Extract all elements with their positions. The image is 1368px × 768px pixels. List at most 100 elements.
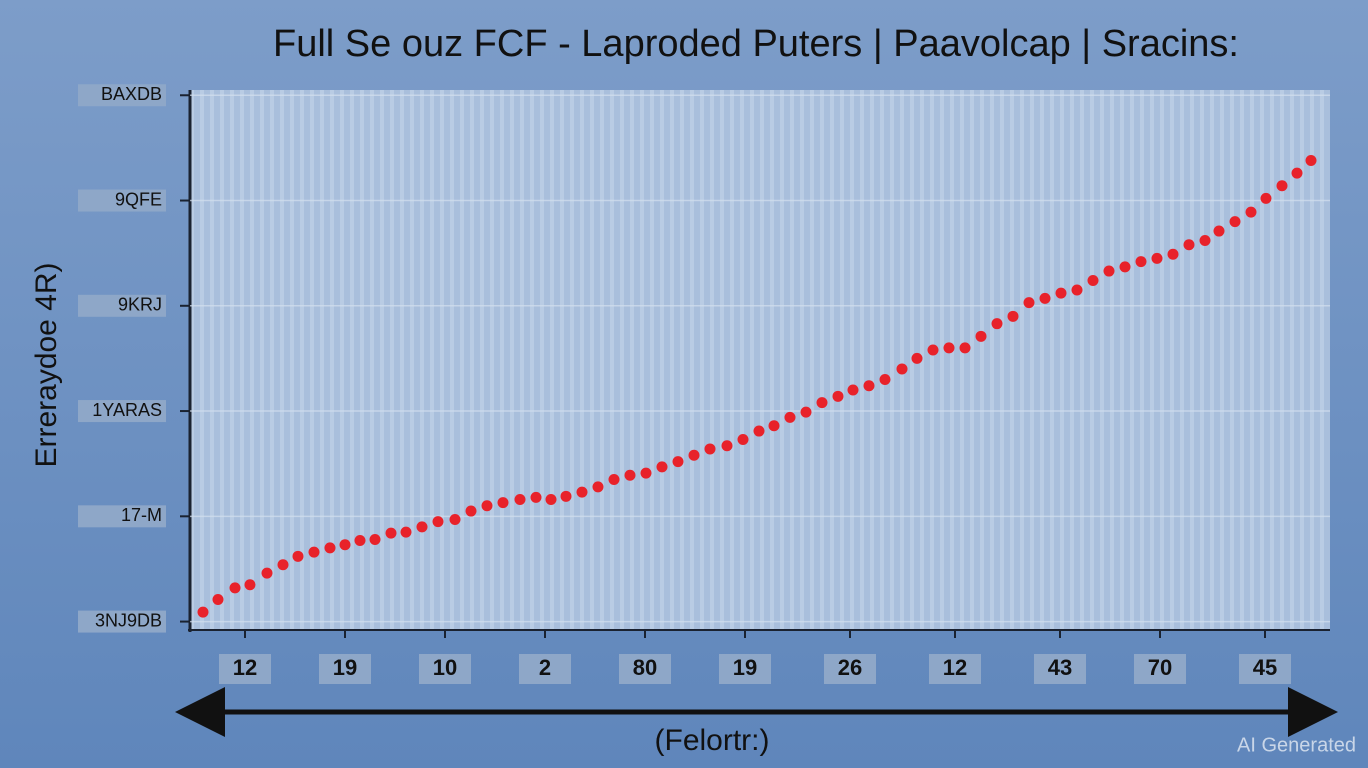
y-tick-box: [78, 610, 166, 633]
data-point: [624, 469, 636, 481]
x-tick-box: [419, 654, 471, 684]
y-tick-box: [78, 400, 166, 423]
y-tick-box: [78, 294, 166, 317]
data-point: [449, 513, 461, 525]
data-point: [324, 542, 336, 554]
data-point: [975, 330, 987, 342]
data-point: [369, 533, 381, 545]
data-point: [1103, 265, 1115, 277]
data-point: [1167, 248, 1179, 260]
data-point: [927, 344, 939, 356]
x-tick-box: [319, 654, 371, 684]
data-point: [1229, 216, 1241, 228]
data-point: [879, 373, 891, 385]
x-tick-box: [219, 654, 271, 684]
data-point: [608, 473, 620, 485]
y-tick-label: 9KRJ: [118, 295, 162, 315]
data-point: [1260, 192, 1272, 204]
y-tick-label: 9QFE: [115, 189, 162, 209]
data-point: [277, 559, 289, 571]
x-tick-box: [519, 654, 571, 684]
x-axis-label: (Felortr:): [655, 724, 770, 757]
x-tick-label: 45: [1253, 655, 1277, 680]
x-tick-label: 12: [233, 655, 257, 680]
watermark: AI Generated: [1237, 734, 1356, 756]
data-point: [292, 550, 304, 562]
data-point: [416, 521, 428, 533]
chart-title: Full Se ouz FCF - Laproded Puters | Paav…: [273, 23, 1239, 65]
data-point: [497, 497, 509, 509]
data-point: [959, 342, 971, 354]
data-point: [244, 579, 256, 591]
data-point: [1039, 292, 1051, 304]
data-point: [991, 318, 1003, 330]
data-point: [816, 397, 828, 409]
data-point: [1199, 235, 1211, 247]
y-tick-label: 17-M: [121, 505, 162, 525]
data-point: [863, 380, 875, 392]
data-point: [385, 527, 397, 539]
data-point: [1151, 252, 1163, 264]
data-point: [339, 539, 351, 551]
data-point: [308, 546, 320, 558]
data-point: [737, 433, 749, 445]
data-point: [911, 352, 923, 364]
data-point: [800, 406, 812, 418]
data-point: [1055, 287, 1067, 299]
x-tick-label: 10: [433, 655, 457, 680]
x-tick-label: 2: [539, 655, 551, 680]
data-point: [261, 567, 273, 579]
x-tick-box: [824, 654, 876, 684]
data-point: [753, 425, 765, 437]
plot-area: [190, 90, 1330, 630]
data-point: [229, 582, 241, 594]
x-tick-label: 19: [333, 655, 357, 680]
data-point: [688, 449, 700, 461]
data-point: [1007, 310, 1019, 322]
x-tick-label: 80: [633, 655, 657, 680]
data-point: [784, 411, 796, 423]
y-tick-box: [78, 84, 166, 107]
x-tick-label: 12: [943, 655, 967, 680]
y-tick-label: 3NJ9DB: [95, 610, 162, 630]
data-point: [1135, 256, 1147, 268]
data-point: [354, 535, 366, 547]
data-point: [465, 505, 477, 517]
x-tick-label: 19: [733, 655, 757, 680]
data-point: [896, 363, 908, 375]
data-point: [1087, 275, 1099, 287]
data-point: [1305, 155, 1317, 167]
data-point: [545, 493, 557, 505]
data-point: [514, 493, 526, 505]
data-point: [768, 420, 780, 432]
data-point: [432, 516, 444, 528]
x-tick-box: [1134, 654, 1186, 684]
y-axis-label: Erreraydoe 4R): [30, 262, 63, 467]
data-point: [530, 491, 542, 503]
data-point: [1276, 180, 1288, 192]
x-tick-label: 43: [1048, 655, 1072, 680]
x-tick-box: [929, 654, 981, 684]
x-tick-box: [1034, 654, 1086, 684]
x-tick-box: [619, 654, 671, 684]
data-point: [197, 606, 209, 618]
data-point: [832, 390, 844, 402]
data-point: [1119, 261, 1131, 273]
data-point: [656, 461, 668, 473]
data-point: [1245, 206, 1257, 218]
data-point: [1023, 297, 1035, 309]
data-point: [212, 593, 224, 605]
data-point: [1071, 284, 1083, 296]
y-tick-label: 1YARAS: [92, 400, 162, 420]
data-point: [400, 526, 412, 538]
x-tick-label: 70: [1148, 655, 1172, 680]
x-tick-label: 26: [838, 655, 862, 680]
data-point: [576, 486, 588, 498]
data-point: [721, 440, 733, 452]
data-point: [704, 443, 716, 455]
data-point: [481, 500, 493, 512]
data-point: [847, 384, 859, 396]
data-point: [672, 456, 684, 468]
data-point: [1213, 225, 1225, 237]
